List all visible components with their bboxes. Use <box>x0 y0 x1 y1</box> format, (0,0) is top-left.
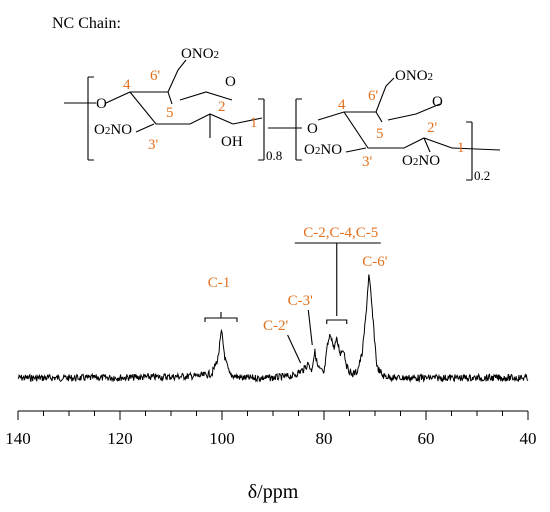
link-oxygen-2: O <box>307 121 318 137</box>
annotation-c2-c4-c5-brace <box>326 319 348 324</box>
hydroxyl-group: OH <box>221 134 243 150</box>
annotation-c1-brace <box>204 312 238 322</box>
nmr-spectrum-chart: 140 120 100 80 60 40 C-1C-2'C-3'C-2,C-4,C-5C-… <box>5 225 536 503</box>
ring-1-bonds <box>105 59 234 125</box>
structure-unit-1: O ONO2 O O2NO OH 4 6' 5 2 1 3' 0.8 <box>64 46 282 163</box>
x-axis-label: δ/ppm <box>248 481 299 503</box>
x-tick-label: 100 <box>209 429 235 448</box>
annotation-c1: C-1 <box>208 275 231 291</box>
link-oxygen-1: O <box>96 96 107 112</box>
bracket-left-1-serifs <box>88 76 94 161</box>
annotation-c2-c4-c5-bracket <box>294 242 381 316</box>
annotation-c3-prime-line <box>307 309 313 346</box>
annotation-c2-c4-c5: C-2,C-4,C-5 <box>303 225 378 241</box>
peak-annotations: C-1 C-2' C-3' C-2,C-4,C-5 C-6' <box>204 225 388 364</box>
ring-2-bonds <box>317 77 453 149</box>
group-ono2-1: ONO2 <box>181 46 219 62</box>
position-2-prime-b: 2' <box>427 120 438 136</box>
structure-unit-2: O ONO2 O O2NO O2NO 4 6' 5 2' 1 3' 0.2 <box>268 68 501 183</box>
ring-2-upper-bonds <box>387 103 441 121</box>
bracket-right-1 <box>258 98 265 161</box>
chain-label: NC Chain: <box>52 15 121 32</box>
ring-1-upper-bonds <box>179 91 233 101</box>
position-1: 1 <box>250 115 258 131</box>
bracket-left-2 <box>295 98 302 161</box>
position-3-prime-b: 3' <box>362 154 373 170</box>
group-o2no-3: O2NO <box>402 153 440 169</box>
ring-1-c1-link <box>232 117 263 125</box>
position-5b: 5 <box>376 126 384 142</box>
position-4b: 4 <box>338 97 346 113</box>
ring-2-substituent-bonds <box>345 137 501 153</box>
position-6-prime-b: 6' <box>368 88 379 104</box>
position-4: 4 <box>123 77 131 93</box>
subscript-0-8: 0.8 <box>266 148 282 163</box>
ring-1-substituent-bonds <box>135 114 211 138</box>
x-tick-label: 60 <box>418 429 435 448</box>
annotation-c2-prime-line <box>287 334 302 364</box>
position-3-prime: 3' <box>148 137 159 153</box>
x-tick-label: 40 <box>520 429 537 448</box>
spectrum-trace <box>17 274 529 383</box>
annotation-c2-prime: C-2' <box>263 318 289 334</box>
group-ono2-2: ONO2 <box>395 68 433 84</box>
bracket-right-2 <box>466 121 473 181</box>
ring-oxygen-1: O <box>225 74 236 90</box>
x-axis-ticks <box>17 411 529 420</box>
group-o2no-1: O2NO <box>94 122 132 138</box>
x-tick-label: 140 <box>5 429 31 448</box>
group-o2no-2: O2NO <box>304 142 342 158</box>
ring-oxygen-2: O <box>432 94 443 110</box>
subscript-0-2: 0.2 <box>474 168 490 183</box>
annotation-c6-prime: C-6' <box>362 254 388 270</box>
annotation-c3-prime: C-3' <box>288 293 314 309</box>
x-axis-tick-labels: 140 120 100 80 60 40 <box>5 429 536 448</box>
x-tick-label: 120 <box>107 429 133 448</box>
position-6-prime: 6' <box>150 68 161 84</box>
x-tick-label: 80 <box>316 429 333 448</box>
position-2: 2 <box>218 99 226 115</box>
position-5: 5 <box>166 105 174 121</box>
position-1b: 1 <box>457 140 465 156</box>
